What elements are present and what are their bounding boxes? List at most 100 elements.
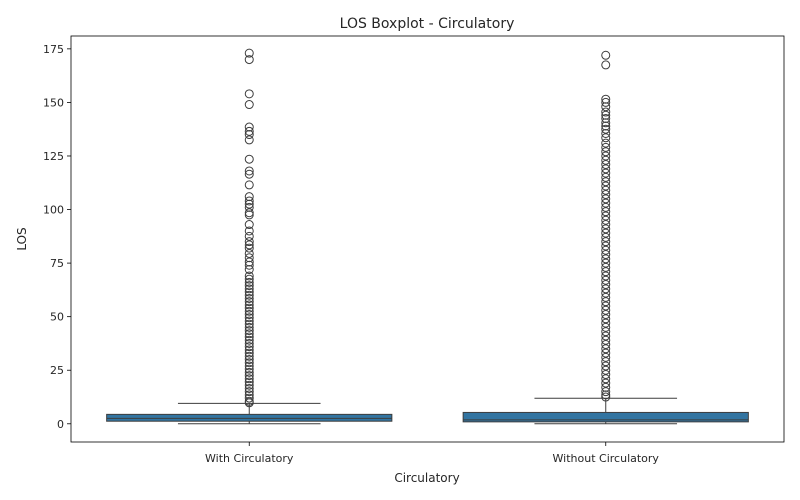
- outlier-point: [244, 231, 254, 241]
- outlier-point: [244, 122, 254, 132]
- outlier-point: [601, 301, 611, 311]
- outlier-point: [601, 267, 611, 277]
- outlier-point: [244, 126, 254, 136]
- outlier-point: [244, 358, 254, 368]
- outlier-point: [601, 271, 611, 281]
- outlier-point: [244, 202, 254, 212]
- outlier-point: [601, 245, 611, 255]
- outlier-point: [601, 365, 611, 375]
- outlier-point: [244, 210, 254, 220]
- outlier-point: [244, 169, 254, 179]
- outlier-point: [244, 377, 254, 387]
- y-tick-label: 125: [43, 150, 64, 163]
- outlier-point: [601, 110, 611, 120]
- outlier-point: [244, 277, 254, 287]
- outlier-point: [244, 319, 254, 329]
- outlier-point: [601, 352, 611, 362]
- outlier-point: [601, 97, 611, 107]
- outlier-point: [244, 393, 254, 403]
- outlier-point: [244, 322, 254, 332]
- x-tick-label: With Circulatory: [205, 452, 294, 465]
- outlier-point: [601, 292, 611, 302]
- outlier-point: [601, 237, 611, 247]
- outlier-point: [601, 250, 611, 260]
- outlier-point: [244, 398, 254, 408]
- outlier-point: [244, 166, 254, 176]
- outlier-point: [601, 202, 611, 212]
- outlier-point: [244, 383, 254, 393]
- outlier-point: [601, 118, 611, 128]
- outlier-point: [601, 107, 611, 117]
- outlier-point: [601, 348, 611, 358]
- outlier-point: [601, 121, 611, 131]
- outlier-point: [244, 387, 254, 397]
- outlier-point: [244, 260, 254, 270]
- outlier-point: [244, 293, 254, 303]
- outlier-point: [601, 224, 611, 234]
- outlier-point: [244, 199, 254, 209]
- outlier-point: [601, 94, 611, 104]
- outlier-point: [601, 215, 611, 225]
- outlier-point: [244, 332, 254, 342]
- outlier-point: [244, 303, 254, 313]
- outlier-point: [601, 297, 611, 307]
- y-tick-label: 0: [57, 418, 64, 431]
- y-tick-label: 175: [43, 43, 64, 56]
- outlier-point: [244, 355, 254, 365]
- outlier-point: [601, 113, 611, 123]
- outlier-point: [601, 314, 611, 324]
- outlier-point: [601, 392, 611, 402]
- outlier-point: [601, 211, 611, 221]
- outlier-point: [601, 194, 611, 204]
- outlier-point: [244, 371, 254, 381]
- y-axis: 0 25 50 75 100 125 150 175: [43, 43, 71, 431]
- box-group: [106, 48, 393, 425]
- outlier-point: [601, 322, 611, 332]
- y-tick-label: 25: [50, 364, 64, 377]
- plot-frame: [70, 35, 785, 443]
- outlier-point: [601, 128, 611, 138]
- outlier-point: [601, 155, 611, 165]
- outlier-point: [601, 160, 611, 170]
- outlier-point: [244, 237, 254, 247]
- outlier-point: [601, 335, 611, 345]
- outlier-point: [601, 232, 611, 242]
- outlier-point: [244, 310, 254, 320]
- outlier-point: [244, 100, 254, 110]
- outlier-point: [601, 280, 611, 290]
- outlier-point: [244, 374, 254, 384]
- outlier-point: [244, 48, 254, 58]
- outlier-point: [244, 380, 254, 390]
- outlier-point: [601, 390, 611, 400]
- outlier-point: [244, 154, 254, 164]
- outlier-point: [601, 207, 611, 217]
- outlier-point: [244, 306, 254, 316]
- outlier-point: [601, 138, 611, 148]
- outlier-point: [244, 220, 254, 230]
- outlier-point: [601, 275, 611, 285]
- outlier-point: [601, 151, 611, 161]
- outlier-point: [601, 142, 611, 152]
- outlier-point: [601, 258, 611, 268]
- outlier-point: [601, 124, 611, 134]
- outlier-point: [244, 297, 254, 307]
- outlier-point: [244, 329, 254, 339]
- outlier-point: [601, 310, 611, 320]
- outlier-point: [601, 378, 611, 388]
- outlier-point: [601, 382, 611, 392]
- outlier-point: [601, 181, 611, 191]
- outlier-point: [244, 361, 254, 371]
- outlier-point: [244, 351, 254, 361]
- outlier-point: [601, 327, 611, 337]
- outlier-point: [601, 133, 611, 143]
- outlier-point: [601, 305, 611, 315]
- outlier-point: [244, 335, 254, 345]
- outlier-point: [244, 367, 254, 377]
- outlier-point: [601, 318, 611, 328]
- outlier-point: [244, 208, 254, 218]
- y-tick-label: 100: [43, 204, 64, 217]
- outlier-point: [244, 316, 254, 326]
- outlier-point: [601, 164, 611, 174]
- box-group: [462, 50, 749, 425]
- outlier-point: [601, 198, 611, 208]
